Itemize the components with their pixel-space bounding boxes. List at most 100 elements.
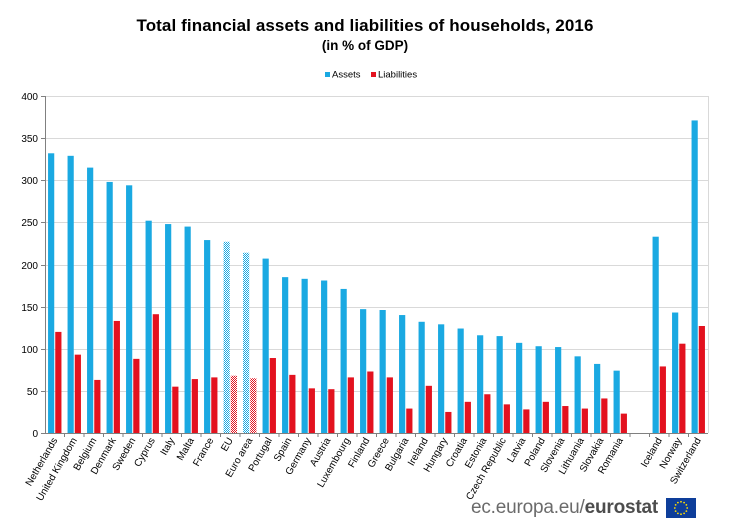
asset-bar	[574, 356, 581, 433]
liability-bar	[620, 413, 627, 433]
eu-flag-star	[686, 507, 689, 509]
asset-bar	[652, 236, 659, 433]
eu-flag-field	[666, 498, 696, 518]
asset-bar	[67, 155, 74, 433]
asset-bar	[340, 288, 347, 433]
liability-bar	[562, 406, 569, 433]
liability-bar	[289, 374, 296, 433]
asset-bar	[87, 167, 94, 434]
asset-bar	[48, 153, 55, 434]
asset-bar	[399, 315, 406, 433]
asset-bar	[613, 370, 620, 433]
x-tick-label: EU	[219, 436, 235, 454]
eu-flag-star	[674, 510, 677, 512]
eu-flag-star	[680, 513, 682, 516]
axes: 0 50 100 150 200 250 300 350 400	[21, 92, 708, 440]
asset-bar	[477, 335, 484, 433]
eurostat-footer: ec.europa.eu/ eurostat	[471, 497, 696, 519]
eu-flag-star	[673, 507, 676, 509]
liability-bar	[445, 411, 452, 433]
liability-bar	[601, 398, 608, 433]
eu-flag-star	[674, 504, 677, 506]
chart-title: Total financial assets and liabilities o…	[136, 16, 594, 35]
liability-bar	[503, 404, 510, 433]
asset-bar	[282, 277, 289, 433]
liability-bar	[698, 326, 705, 433]
liability-bar	[347, 377, 354, 433]
liability-bar	[230, 375, 237, 433]
eu-flag-star	[680, 500, 682, 503]
asset-bar	[379, 310, 386, 433]
y-tick-label: 200	[21, 261, 38, 272]
bars	[48, 120, 705, 434]
asset-bar	[106, 181, 113, 433]
liability-bar	[269, 358, 276, 433]
liability-bar	[191, 379, 198, 433]
y-tick-label: 50	[27, 387, 39, 398]
asset-bar	[438, 324, 445, 433]
y-tick-label: 150	[21, 303, 38, 314]
asset-bar	[243, 252, 250, 433]
eu-flag-star	[685, 504, 688, 506]
asset-bar	[594, 363, 601, 433]
liability-bar	[172, 386, 179, 433]
liability-bar	[406, 408, 413, 433]
eu-flag-star	[683, 501, 685, 504]
asset-bar	[555, 347, 562, 433]
legend-label-liabilities: Liabilities	[378, 70, 417, 81]
eu-flag-icon	[666, 498, 696, 518]
asset-bar	[204, 240, 211, 433]
asset-bar	[691, 120, 698, 434]
legend-swatch-liabilities	[371, 72, 376, 77]
eu-flag-star	[677, 501, 679, 504]
x-tick-label: Italy	[159, 436, 178, 457]
y-tick-label: 400	[21, 92, 38, 103]
y-tick-label: 250	[21, 218, 38, 229]
asset-bar	[496, 336, 503, 433]
chart-subtitle: (in % of GDP)	[321, 38, 409, 53]
liability-bar	[55, 331, 62, 433]
liability-bar	[581, 408, 588, 433]
liability-bar	[484, 394, 491, 433]
asset-bar	[535, 346, 542, 433]
asset-bar	[262, 258, 269, 433]
asset-bar	[672, 312, 679, 433]
liability-bar	[464, 401, 471, 433]
asset-bar	[418, 321, 425, 433]
asset-bar	[516, 342, 523, 433]
liability-bar	[425, 385, 432, 433]
liability-bar	[328, 389, 335, 433]
liability-bar	[659, 366, 666, 433]
footer-site-text[interactable]: ec.europa.eu/	[471, 497, 585, 518]
y-tick-label: 100	[21, 345, 38, 356]
asset-bar	[457, 328, 464, 433]
asset-bar	[126, 185, 133, 433]
footer-brand-text[interactable]: eurostat	[584, 497, 659, 518]
legend-label-assets: Assets	[332, 70, 361, 81]
liability-bar	[94, 379, 101, 433]
gridlines	[45, 96, 709, 433]
legend-swatch-assets	[325, 72, 330, 77]
asset-bar	[301, 278, 308, 433]
liability-bar	[74, 354, 81, 433]
liability-bar	[367, 371, 374, 433]
eu-flag-star	[685, 510, 688, 512]
liability-bar	[308, 388, 315, 433]
liability-bar	[523, 409, 530, 433]
y-tick-label: 350	[21, 134, 38, 145]
asset-bar	[360, 309, 367, 433]
asset-bar	[321, 280, 328, 433]
asset-bar	[145, 220, 152, 433]
liability-bar	[152, 314, 159, 433]
liability-bar	[211, 377, 218, 433]
y-tick-label: 0	[32, 429, 38, 440]
liability-bar	[386, 377, 393, 433]
asset-bar	[165, 224, 172, 433]
liability-bar	[679, 343, 686, 433]
asset-bar	[223, 241, 230, 433]
legend: Assets Liabilities	[325, 70, 417, 81]
eu-flag-star	[683, 512, 685, 515]
liability-bar	[250, 378, 257, 433]
